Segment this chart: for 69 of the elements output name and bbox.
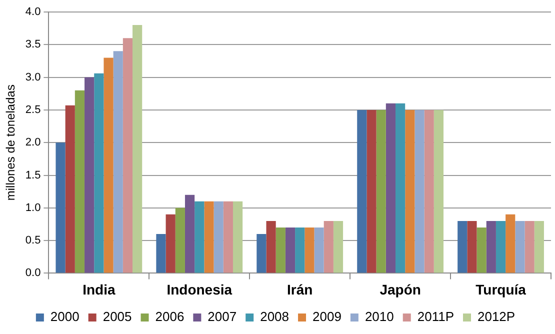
x-tick-label: Irán	[287, 281, 313, 298]
bar	[458, 220, 468, 273]
bar	[414, 110, 424, 273]
bar	[304, 227, 314, 273]
bar	[113, 51, 123, 273]
bar	[486, 220, 496, 273]
bar	[366, 110, 376, 273]
bar	[396, 103, 406, 273]
y-tick-label: 0.0	[25, 267, 41, 280]
bar	[376, 110, 386, 273]
y-tick-label: 0.5	[25, 234, 41, 247]
y-tick-label: 3.5	[25, 38, 41, 51]
legend-label: 2008	[260, 309, 290, 324]
bar	[256, 234, 266, 273]
bar	[506, 214, 516, 273]
bar	[122, 38, 133, 273]
legend-label: 2005	[102, 309, 132, 324]
bar	[194, 201, 204, 273]
y-tick-label: 2.0	[25, 136, 41, 149]
bar	[276, 227, 286, 273]
legend-label: 2012P	[477, 309, 516, 324]
x-tick-label: Indonesia	[166, 281, 232, 298]
y-tick-label: 1.5	[25, 169, 41, 182]
legend-label: 2007	[208, 309, 237, 324]
bar	[65, 105, 75, 273]
bar	[156, 234, 166, 273]
bar	[223, 201, 233, 273]
legend-label: 2009	[312, 309, 342, 324]
y-tick-label: 3.0	[25, 71, 41, 84]
bar	[333, 220, 344, 273]
y-tick-label: 4.0	[25, 6, 41, 18]
bar	[175, 208, 185, 273]
bar	[232, 201, 243, 273]
bar	[467, 220, 477, 273]
legend-label: 2000	[50, 309, 80, 324]
bar	[515, 220, 525, 273]
x-tick-label: Japón	[380, 281, 421, 298]
legend-label: 2010	[364, 309, 394, 324]
y-axis-title: millones de toneladas	[4, 84, 18, 201]
bar	[104, 58, 114, 273]
bar	[314, 227, 324, 273]
bar	[204, 201, 214, 273]
bar	[476, 227, 486, 273]
bar	[74, 90, 85, 273]
bar	[266, 220, 276, 273]
bar	[184, 194, 195, 273]
bar	[166, 214, 176, 273]
bar	[84, 77, 94, 273]
bar	[496, 220, 506, 273]
legend-label: 2011P	[417, 309, 454, 324]
bar	[524, 220, 534, 273]
bar	[132, 25, 142, 273]
bar	[214, 201, 224, 273]
bar	[534, 220, 544, 273]
legend-label: 2006	[155, 309, 184, 324]
bar	[434, 110, 444, 273]
bar	[94, 73, 104, 273]
x-tick-label: Turquía	[476, 281, 526, 298]
y-tick-label: 2.5	[25, 104, 41, 116]
bar	[386, 103, 396, 273]
x-tick-label: India	[82, 281, 116, 298]
bar	[295, 227, 305, 273]
bar	[424, 110, 434, 273]
y-tick-label: 1.0	[25, 202, 41, 214]
bar	[405, 110, 415, 273]
bar	[56, 142, 66, 273]
bar	[357, 110, 367, 273]
bar	[324, 220, 334, 273]
bar	[285, 227, 296, 273]
